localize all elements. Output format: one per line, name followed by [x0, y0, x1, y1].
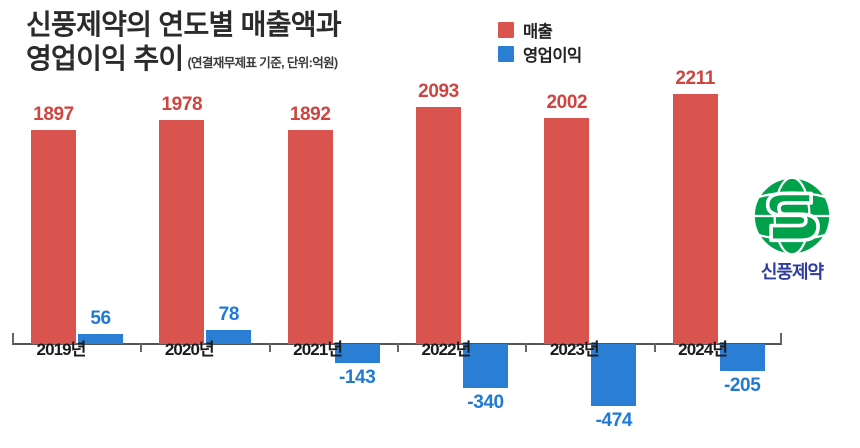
x-axis-tick — [654, 343, 656, 352]
value-label-sales-2021년: 1892 — [289, 104, 331, 125]
bar-operating-profit-2019년 — [78, 334, 123, 344]
legend-swatch-operating-profit — [498, 46, 514, 62]
chart-subtitle: (연결재무제표 기준, 단위:억원) — [187, 56, 338, 70]
page-title-line-1: 신풍제약의 연도별 매출액과 — [26, 9, 342, 40]
bar-operating-profit-2021년 — [334, 344, 380, 363]
value-label-operating-profit-2022년: -340 — [467, 392, 504, 413]
value-label-operating-profit-2024년: -205 — [723, 375, 761, 396]
legend-swatch-sales — [498, 22, 514, 38]
value-label-sales-2022년: 2093 — [418, 81, 459, 102]
shinpoong-globe-icon — [752, 176, 832, 256]
legend-label-sales: 매출 — [523, 23, 553, 41]
bar-sales-2024년 — [672, 94, 718, 344]
bar-sales-2021년 — [287, 130, 333, 344]
x-axis-tick — [12, 333, 14, 344]
x-axis-label-2020년: 2020년 — [164, 340, 215, 359]
bar-operating-profit-2022년 — [463, 344, 508, 388]
x-axis-label-2021년: 2021년 — [293, 340, 343, 359]
legend-label-operating-profit: 영업이익 — [523, 47, 582, 65]
company-logo-text: 신풍제약 — [760, 262, 824, 282]
value-label-operating-profit-2023년: -474 — [595, 410, 633, 431]
value-label-sales-2024년: 2211 — [675, 68, 715, 89]
bar-sales-2022년 — [416, 107, 461, 344]
bar-operating-profit-2024년 — [719, 344, 765, 371]
legend-item-operating-profit: 영업이익 — [498, 42, 582, 66]
chart-title-block: 신풍제약의 연도별 매출액과 영업이익 추이 (연결재무제표 기준, 단위:억원… — [26, 8, 496, 76]
legend-item-sales: 매출 — [498, 18, 582, 42]
x-axis-tick — [397, 343, 399, 352]
bar-sales-2020년 — [159, 120, 205, 344]
bar-sales-2019년 — [31, 130, 76, 344]
x-axis-tick — [269, 343, 271, 352]
x-axis-label-2023년: 2023년 — [549, 340, 600, 359]
value-label-operating-profit-2021년: -143 — [338, 367, 376, 388]
value-label-operating-profit-2019년: 56 — [90, 308, 111, 329]
x-axis-label-2019년: 2019년 — [36, 340, 87, 359]
company-logo: 신풍제약 — [744, 176, 840, 286]
x-axis-label-2024년: 2024년 — [678, 340, 728, 359]
x-axis-tick — [525, 343, 527, 352]
value-label-sales-2023년: 2002 — [546, 92, 588, 113]
x-axis-label-2022년: 2022년 — [421, 340, 472, 359]
x-axis-tick — [140, 343, 142, 352]
page-title-line-2: 영업이익 추이 — [26, 43, 184, 74]
bar-operating-profit-2023년 — [591, 344, 637, 406]
value-label-sales-2020년: 1978 — [161, 94, 203, 115]
x-axis-tick-end — [780, 333, 782, 344]
value-label-operating-profit-2020년: 78 — [218, 304, 240, 325]
bar-operating-profit-2020년 — [206, 330, 252, 344]
value-label-sales-2019년: 1897 — [33, 104, 74, 125]
chart-legend: 매출 영업이익 — [498, 18, 582, 66]
bar-sales-2023년 — [544, 118, 590, 344]
